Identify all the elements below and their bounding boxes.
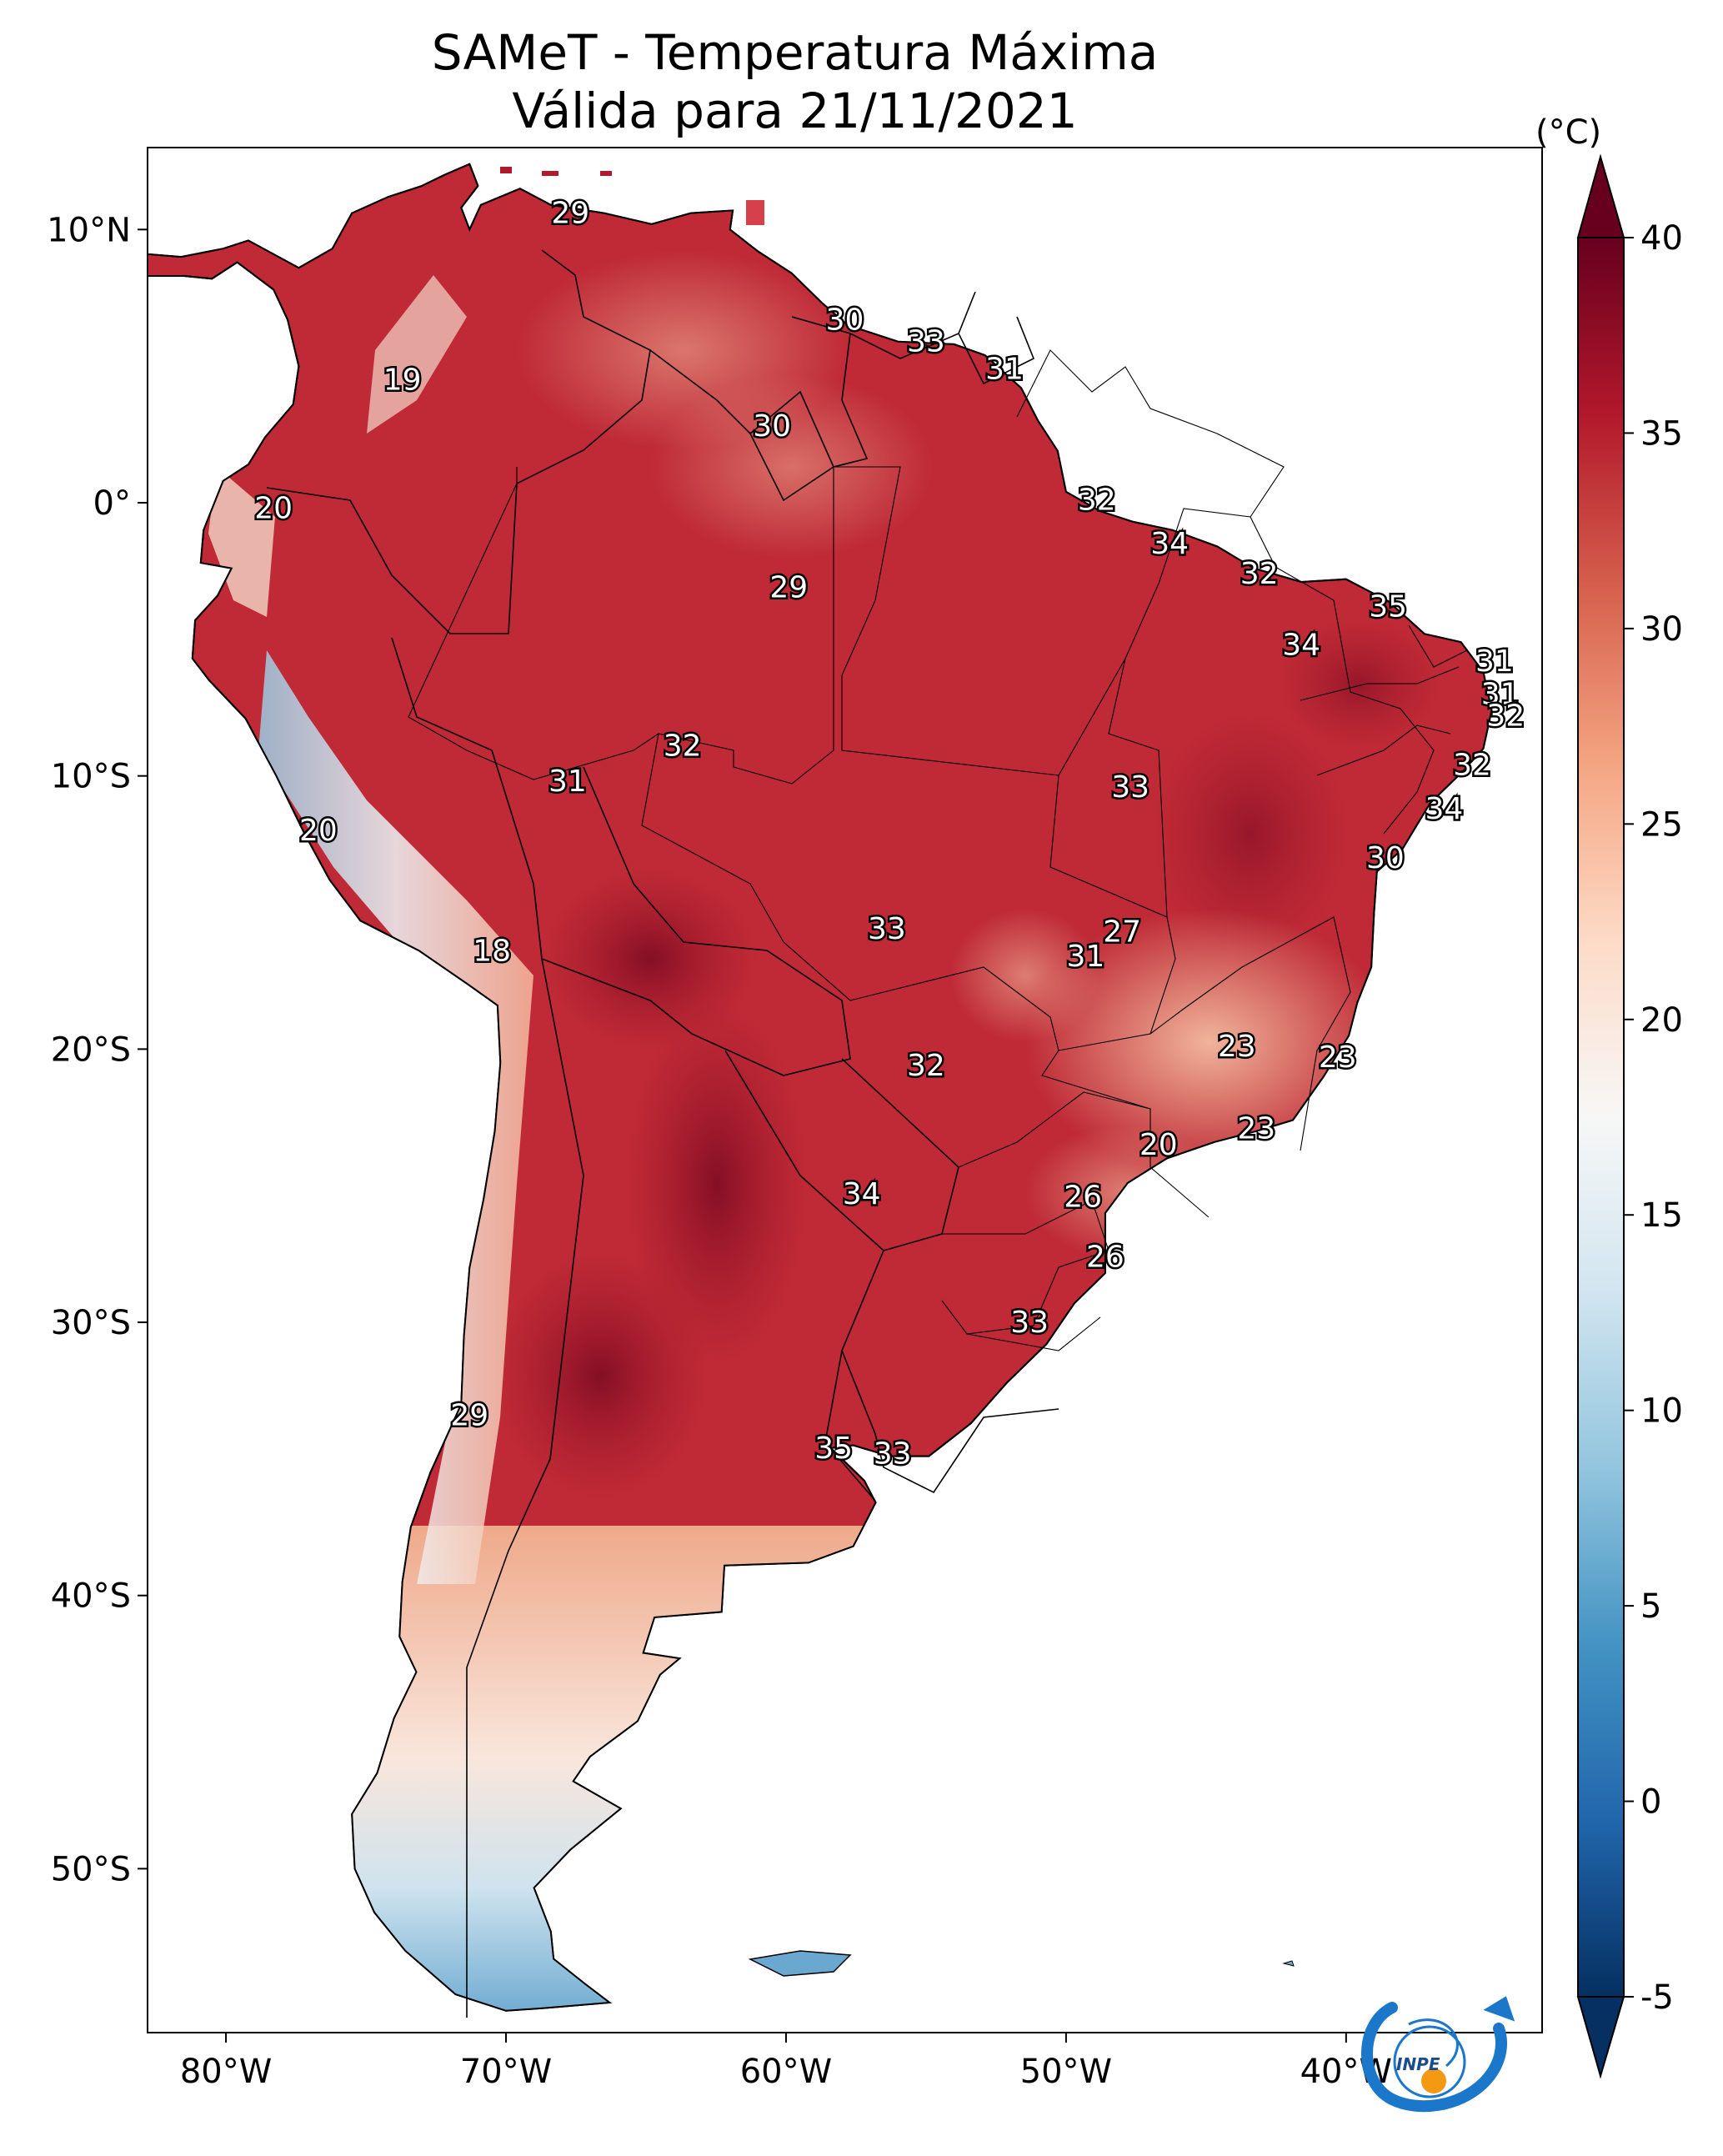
map-subtitle: Válida para 21/11/2021 <box>512 83 1078 139</box>
colorbar-tick-label: 40 <box>1640 219 1683 258</box>
station-value-label: 23 <box>1218 1030 1256 1064</box>
station-value-label: 32 <box>907 1049 945 1083</box>
station-value-label: 33 <box>1111 770 1150 805</box>
station-value-label: 26 <box>1064 1180 1102 1214</box>
lat-tick-label: 20°S <box>51 1030 131 1069</box>
station-value-label: 20 <box>1139 1128 1178 1162</box>
station-value-label: 33 <box>1010 1306 1049 1340</box>
station-value-label: 29 <box>769 571 808 605</box>
coastline <box>147 163 1493 2012</box>
station-value-label: 20 <box>254 492 293 526</box>
station-value-label: 26 <box>1086 1240 1124 1274</box>
lat-tick-label: 0° <box>93 484 131 523</box>
colorbar: (°C) 40 35 30 25 20 15 10 5 0 -5 <box>1535 113 1683 2079</box>
lat-tick-label: 30°S <box>51 1304 131 1342</box>
station-value-label: 18 <box>473 934 511 968</box>
station-value-label: 32 <box>1078 484 1116 518</box>
temperature-field <box>208 250 1442 2011</box>
colorbar-upper-extension <box>1576 153 1625 238</box>
lon-tick-label: 70°W <box>460 2053 552 2091</box>
logo-text: INPE <box>1396 2054 1440 2074</box>
station-value-label: 32 <box>1453 749 1491 783</box>
lon-tick-label: 80°W <box>180 2053 272 2091</box>
station-value-label: 34 <box>1150 527 1189 561</box>
colorbar-tick-label: 10 <box>1640 1392 1683 1431</box>
longitude-axis: 80°W 70°W 60°W 50°W 40°W <box>180 2033 1392 2091</box>
colorbar-tick-label: 20 <box>1640 1001 1683 1040</box>
colorbar-tick-label: 25 <box>1640 805 1683 844</box>
station-value-label: 31 <box>1481 677 1520 711</box>
station-value-label: 32 <box>1240 557 1279 591</box>
station-value-label: 34 <box>1282 628 1320 662</box>
station-value-label: 30 <box>826 303 864 337</box>
station-value-label: 29 <box>450 1398 488 1432</box>
colorbar-unit: (°C) <box>1535 113 1601 152</box>
latitude-axis: 10°N 0° 10°S 20°S 30°S 40°S 50°S <box>47 211 148 1888</box>
station-value-label: 20 <box>299 814 338 848</box>
station-value-label: 19 <box>383 364 422 398</box>
station-value-label: 31 <box>985 352 1024 386</box>
lon-tick-label: 50°W <box>1020 2053 1112 2091</box>
station-value-label: 30 <box>753 409 791 444</box>
station-value-label: 33 <box>874 1436 912 1471</box>
station-value-label: 31 <box>1475 644 1514 679</box>
station-value-label: 31 <box>1066 940 1104 974</box>
country-borders <box>266 249 1059 2018</box>
lat-tick-label: 10°S <box>51 758 131 796</box>
lat-tick-label: 50°S <box>51 1850 131 1888</box>
colorbar-tick-label: -5 <box>1640 1978 1674 2017</box>
station-value-label: 35 <box>814 1431 853 1466</box>
map-title: SAMeT - Temperatura Máxima <box>431 24 1159 81</box>
station-value-label: 23 <box>1237 1111 1275 1146</box>
lon-tick-label: 60°W <box>740 2053 832 2091</box>
station-value-label: 32 <box>664 730 702 764</box>
station-value-label: 30 <box>1366 841 1405 875</box>
station-value-label: 34 <box>843 1177 881 1211</box>
lat-tick-label: 40°S <box>51 1577 131 1616</box>
station-value-label: 33 <box>868 912 906 946</box>
colorbar-lower-extension <box>1576 1996 1625 2079</box>
state-borders <box>408 349 1468 1351</box>
station-value-label: 27 <box>1103 915 1141 949</box>
colorbar-tick-label: 0 <box>1640 1783 1661 1822</box>
inpe-logo: INPE <box>1361 1996 1515 2113</box>
station-value-label: 35 <box>1369 590 1407 624</box>
islands <box>500 167 1295 1977</box>
station-value-label: 33 <box>907 325 945 359</box>
station-value-label: 23 <box>1319 1040 1357 1075</box>
station-value-label: 29 <box>551 197 589 231</box>
colorbar-ramp <box>1577 237 1625 1998</box>
station-value-label: 31 <box>548 765 587 799</box>
station-value-label: 32 <box>1486 699 1525 734</box>
colorbar-tick-label: 30 <box>1640 610 1683 649</box>
lat-tick-label: 10°N <box>47 211 131 249</box>
colorbar-tick-label: 5 <box>1640 1587 1661 1626</box>
colorbar-tick-label: 15 <box>1640 1196 1683 1235</box>
station-value-label: 34 <box>1425 792 1463 826</box>
colorbar-tick-label: 35 <box>1640 414 1683 453</box>
